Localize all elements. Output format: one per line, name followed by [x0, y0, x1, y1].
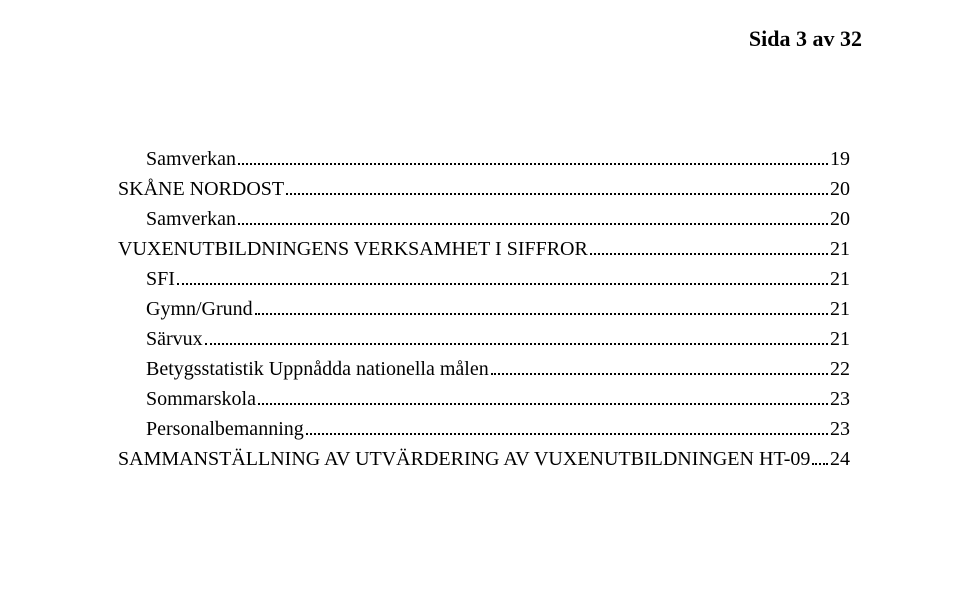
toc-row: SKÅNE NORDOST 20 [118, 178, 850, 208]
toc-row: Samverkan 20 [146, 208, 850, 238]
toc-entry-title: SFI [146, 268, 175, 291]
toc-entry-title: VUXENUTBILDNINGENS VERKSAMHET I SIFFROR [118, 238, 588, 261]
toc-leader-dots [255, 313, 828, 315]
toc-entry-title: SAMMANSTÄLLNING AV UTVÄRDERING AV VUXENU… [118, 448, 810, 471]
toc-leader-dots [238, 163, 828, 165]
toc-entry-page: 20 [830, 208, 850, 231]
toc-entry-title: Samverkan [146, 148, 236, 171]
toc-entry-page: 20 [830, 178, 850, 201]
toc-entry-page: 21 [830, 268, 850, 291]
toc-entry-page: 21 [830, 328, 850, 351]
toc-entry-title: Personalbemanning [146, 418, 304, 441]
toc-leader-dots [306, 433, 828, 435]
toc-row: SFI 21 [146, 268, 850, 298]
toc-entry-title: Betygsstatistik Uppnådda nationella måle… [146, 358, 489, 381]
document-page: Sida 3 av 32 Samverkan19SKÅNE NORDOST20S… [0, 0, 960, 604]
page-header: Sida 3 av 32 [749, 26, 862, 52]
toc-entry-page: 21 [830, 298, 850, 321]
toc-entry-page: 21 [830, 238, 850, 261]
toc-row: Personalbemanning 23 [146, 418, 850, 448]
toc-entry-page: 24 [830, 448, 850, 471]
toc-leader-dots [491, 373, 828, 375]
toc-entry-title: Gymn/Grund [146, 298, 253, 321]
toc-row: Betygsstatistik Uppnådda nationella måle… [146, 358, 850, 388]
table-of-contents: Samverkan 19 SKÅNE NORDOST 20 Samverkan 20 VUX… [118, 148, 850, 478]
toc-entry-title: Sommarskola [146, 388, 256, 411]
page-number-label: Sida 3 av 32 [749, 26, 862, 51]
toc-leader-dots [286, 193, 828, 195]
toc-row: Gymn/Grund 21 [146, 298, 850, 328]
toc-leader-dots [590, 253, 828, 255]
toc-entry-title: Särvux [146, 328, 203, 351]
toc-entry-page: 19 [830, 148, 850, 171]
toc-leader-dots [177, 283, 828, 285]
toc-row: VUXENUTBILDNINGENS VERKSAMHET I SIFFROR 2… [118, 238, 850, 268]
toc-entry-page: 22 [830, 358, 850, 381]
toc-entry-title: Samverkan [146, 208, 236, 231]
toc-row: Samverkan 19 [146, 148, 850, 178]
toc-entry-page: 23 [830, 388, 850, 411]
toc-row: SAMMANSTÄLLNING AV UTVÄRDERING AV VUXENU… [118, 448, 850, 478]
toc-leader-dots [205, 343, 828, 345]
toc-entry-title: SKÅNE NORDOST [118, 178, 284, 201]
toc-entry-page: 23 [830, 418, 850, 441]
toc-leader-dots [258, 403, 828, 405]
toc-row: Sommarskola 23 [146, 388, 850, 418]
toc-row: Särvux 21 [146, 328, 850, 358]
toc-leader-dots [812, 463, 828, 465]
toc-leader-dots [238, 223, 828, 225]
